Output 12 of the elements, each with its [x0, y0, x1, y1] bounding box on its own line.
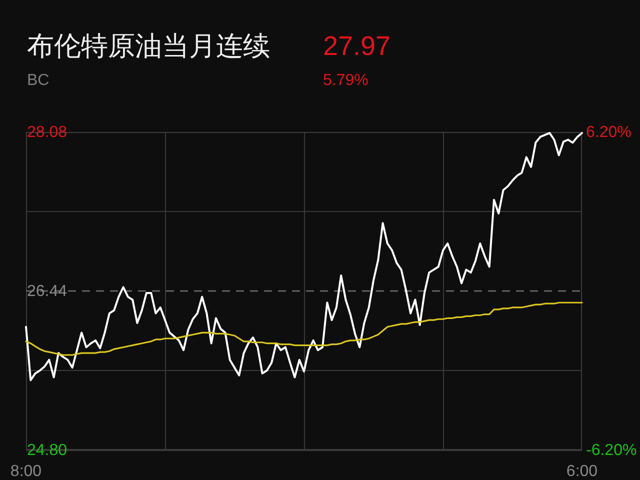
- text: 5.79%: [323, 72, 368, 89]
- y2-tick-label: 6.20%: [586, 124, 632, 140]
- chart-title: 布伦特原油当月连续: [27, 31, 270, 61]
- y-tick-label: 28.08: [27, 124, 68, 140]
- text: 27.97: [323, 31, 391, 61]
- y-tick-label: 24.80: [27, 442, 68, 458]
- y2-tick-label: -6.20%: [586, 442, 637, 458]
- x-tick-label: 6:00: [566, 463, 598, 480]
- x-tick-label: 8:00: [10, 463, 42, 480]
- line-series: [25, 302, 583, 356]
- y-tick-label: 26.44: [27, 282, 68, 300]
- chart-subtitle: BC: [27, 72, 50, 89]
